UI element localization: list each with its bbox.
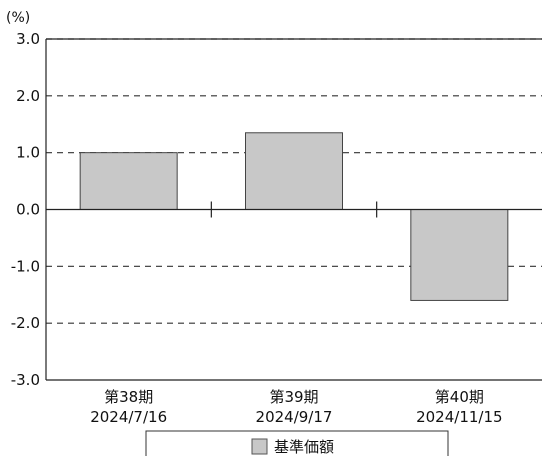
- y-tick-label: -1.0: [11, 257, 40, 275]
- bar-series: [79, 132, 509, 301]
- bar: [79, 152, 178, 211]
- legend-label: 基準価額: [274, 438, 334, 456]
- x-category-period-label: 第39期: [269, 388, 318, 406]
- axes: [45, 38, 542, 381]
- x-axis-labels: 第38期 2024/7/16 第39期 2024/9/17 第40期 2024/11/15: [90, 388, 502, 426]
- y-axis-ticks: 3.0 2.0 1.0 0.0 -1.0 -2.0 -3.0: [11, 30, 40, 389]
- x-category-period-label: 第38期: [104, 388, 153, 406]
- y-tick-label: 2.0: [16, 87, 40, 105]
- legend: 基準価額: [145, 430, 449, 456]
- x-category-period-label: 第40期: [435, 388, 484, 406]
- y-tick-label: -2.0: [11, 314, 40, 332]
- legend-swatch: [251, 438, 268, 455]
- bar: [410, 209, 509, 301]
- y-axis-unit-label: (%): [6, 10, 30, 26]
- y-tick-label: -3.0: [11, 371, 40, 389]
- y-tick-label: 3.0: [16, 30, 40, 48]
- x-category-date-label: 2024/7/16: [90, 408, 167, 426]
- legend-box: [145, 430, 449, 456]
- y-tick-label: 1.0: [16, 144, 40, 162]
- x-category-date-label: 2024/9/17: [256, 408, 333, 426]
- bar: [245, 132, 343, 210]
- x-category-date-label: 2024/11/15: [416, 408, 502, 426]
- y-tick-label: 0.0: [16, 201, 40, 219]
